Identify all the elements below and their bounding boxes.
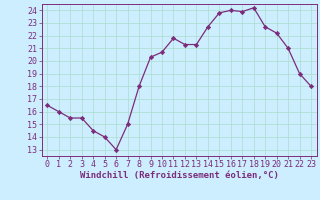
X-axis label: Windchill (Refroidissement éolien,°C): Windchill (Refroidissement éolien,°C)	[80, 171, 279, 180]
